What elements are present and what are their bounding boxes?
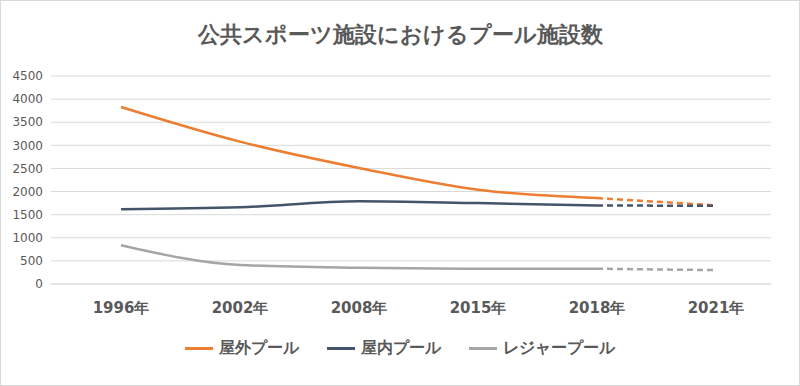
svg-text:2002年: 2002年 <box>212 299 269 317</box>
svg-text:4500: 4500 <box>12 69 43 83</box>
svg-text:2018年: 2018年 <box>569 299 626 317</box>
svg-text:2500: 2500 <box>12 162 43 176</box>
html-text:屋内プール: 屋内プール <box>361 338 441 357</box>
svg-text:2021年: 2021年 <box>688 299 745 317</box>
svg-text:500: 500 <box>20 254 43 268</box>
svg-text:3500: 3500 <box>12 115 43 129</box>
svg-text:1500: 1500 <box>12 208 43 222</box>
svg-text:1996年: 1996年 <box>93 299 150 317</box>
svg-text:2000: 2000 <box>12 185 43 199</box>
html-text:公共スポーツ施設におけるプール施設数: 公共スポーツ施設におけるプール施設数 <box>197 22 603 47</box>
svg-text:4000: 4000 <box>12 92 43 106</box>
html-text:レジャープール: レジャープール <box>503 338 615 357</box>
svg-text:3000: 3000 <box>12 139 43 153</box>
svg-text:2015年: 2015年 <box>450 299 507 317</box>
svg-text:1000: 1000 <box>12 231 43 245</box>
svg-text:2008年: 2008年 <box>331 299 388 317</box>
svg-text:0: 0 <box>35 277 43 291</box>
html-text:屋外プール: 屋外プール <box>219 338 299 357</box>
